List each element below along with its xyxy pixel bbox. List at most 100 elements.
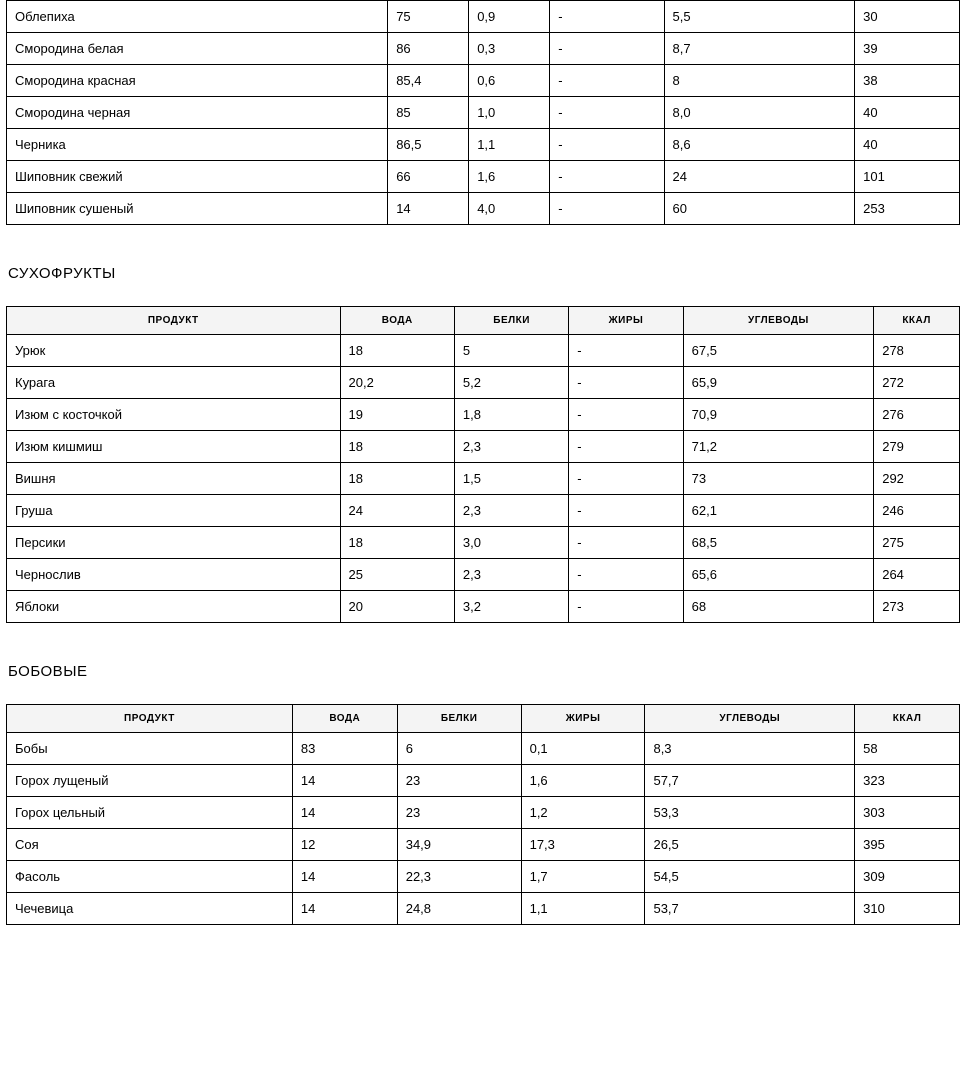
- cell-fat: -: [550, 129, 664, 161]
- table-row: Горох цельный14231,253,3303: [7, 797, 960, 829]
- column-header-water: ВОДА: [292, 705, 397, 733]
- cell-carbs: 73: [683, 463, 874, 495]
- section-title-dried-fruits: СУХОФРУКТЫ: [8, 265, 960, 282]
- column-header-fat: ЖИРЫ: [521, 705, 645, 733]
- column-header-carbs: УГЛЕВОДЫ: [645, 705, 855, 733]
- cell-fat: -: [550, 97, 664, 129]
- cell-carbs: 24: [664, 161, 855, 193]
- cell-carbs: 71,2: [683, 431, 874, 463]
- cell-kcal: 272: [874, 367, 960, 399]
- cell-fat: -: [550, 1, 664, 33]
- cell-protein: 4,0: [469, 193, 550, 225]
- cell-water: 12: [292, 829, 397, 861]
- table-row: Облепиха750,9-5,530: [7, 1, 960, 33]
- nutrition-table-berries-partial: Облепиха750,9-5,530Смородина белая860,3-…: [6, 0, 960, 225]
- cell-water: 14: [292, 797, 397, 829]
- cell-kcal: 40: [855, 129, 960, 161]
- column-header-protein: БЕЛКИ: [397, 705, 521, 733]
- cell-water: 14: [388, 193, 469, 225]
- cell-carbs: 8,3: [645, 733, 855, 765]
- cell-protein: 5: [454, 335, 568, 367]
- cell-kcal: 253: [855, 193, 960, 225]
- table-row: Яблоки203,2-68273: [7, 591, 960, 623]
- cell-protein: 1,8: [454, 399, 568, 431]
- column-header-product: ПРОДУКТ: [7, 307, 341, 335]
- table-row: Чечевица1424,81,153,7310: [7, 893, 960, 925]
- cell-fat: 1,2: [521, 797, 645, 829]
- table-header-row: ПРОДУКТВОДАБЕЛКИЖИРЫУГЛЕВОДЫККАЛ: [7, 705, 960, 733]
- cell-carbs: 65,6: [683, 559, 874, 591]
- cell-kcal: 264: [874, 559, 960, 591]
- cell-water: 14: [292, 893, 397, 925]
- cell-water: 20,2: [340, 367, 454, 399]
- cell-carbs: 67,5: [683, 335, 874, 367]
- cell-kcal: 39: [855, 33, 960, 65]
- cell-product: Облепиха: [7, 1, 388, 33]
- cell-protein: 3,0: [454, 527, 568, 559]
- table-row: Чернослив252,3-65,6264: [7, 559, 960, 591]
- cell-water: 75: [388, 1, 469, 33]
- cell-carbs: 53,7: [645, 893, 855, 925]
- cell-product: Чернослив: [7, 559, 341, 591]
- cell-protein: 0,6: [469, 65, 550, 97]
- cell-product: Шиповник сушеный: [7, 193, 388, 225]
- table-row: Груша242,3-62,1246: [7, 495, 960, 527]
- cell-protein: 2,3: [454, 495, 568, 527]
- cell-carbs: 8,0: [664, 97, 855, 129]
- cell-protein: 2,3: [454, 559, 568, 591]
- cell-kcal: 273: [874, 591, 960, 623]
- cell-fat: -: [569, 431, 683, 463]
- cell-protein: 3,2: [454, 591, 568, 623]
- cell-kcal: 38: [855, 65, 960, 97]
- cell-carbs: 65,9: [683, 367, 874, 399]
- column-header-kcal: ККАЛ: [874, 307, 960, 335]
- cell-water: 18: [340, 463, 454, 495]
- cell-protein: 23: [397, 797, 521, 829]
- cell-kcal: 275: [874, 527, 960, 559]
- cell-fat: -: [569, 367, 683, 399]
- cell-protein: 0,3: [469, 33, 550, 65]
- cell-kcal: 101: [855, 161, 960, 193]
- column-header-carbs: УГЛЕВОДЫ: [683, 307, 874, 335]
- cell-carbs: 62,1: [683, 495, 874, 527]
- cell-product: Смородина черная: [7, 97, 388, 129]
- cell-protein: 5,2: [454, 367, 568, 399]
- table-row: Урюк185-67,5278: [7, 335, 960, 367]
- cell-water: 20: [340, 591, 454, 623]
- column-header-water: ВОДА: [340, 307, 454, 335]
- table-row: Персики183,0-68,5275: [7, 527, 960, 559]
- cell-carbs: 68: [683, 591, 874, 623]
- cell-kcal: 309: [855, 861, 960, 893]
- cell-water: 86: [388, 33, 469, 65]
- cell-water: 66: [388, 161, 469, 193]
- table-row: Изюм с косточкой191,8-70,9276: [7, 399, 960, 431]
- cell-protein: 1,1: [469, 129, 550, 161]
- cell-product: Изюм с косточкой: [7, 399, 341, 431]
- cell-carbs: 53,3: [645, 797, 855, 829]
- cell-fat: -: [550, 65, 664, 97]
- cell-fat: -: [569, 527, 683, 559]
- cell-kcal: 323: [855, 765, 960, 797]
- cell-protein: 6: [397, 733, 521, 765]
- table-row: Смородина белая860,3-8,739: [7, 33, 960, 65]
- cell-product: Соя: [7, 829, 293, 861]
- cell-protein: 34,9: [397, 829, 521, 861]
- table-row: Смородина черная851,0-8,040: [7, 97, 960, 129]
- cell-water: 18: [340, 431, 454, 463]
- cell-water: 18: [340, 335, 454, 367]
- cell-fat: -: [569, 559, 683, 591]
- cell-fat: -: [569, 495, 683, 527]
- cell-water: 14: [292, 861, 397, 893]
- column-header-product: ПРОДУКТ: [7, 705, 293, 733]
- column-header-protein: БЕЛКИ: [454, 307, 568, 335]
- cell-kcal: 303: [855, 797, 960, 829]
- cell-product: Груша: [7, 495, 341, 527]
- table-row: Шиповник сушеный144,0-60253: [7, 193, 960, 225]
- cell-water: 24: [340, 495, 454, 527]
- cell-kcal: 58: [855, 733, 960, 765]
- nutrition-tables-root: Облепиха750,9-5,530Смородина белая860,3-…: [6, 0, 960, 925]
- cell-water: 85,4: [388, 65, 469, 97]
- cell-kcal: 30: [855, 1, 960, 33]
- cell-protein: 1,5: [454, 463, 568, 495]
- cell-fat: 1,6: [521, 765, 645, 797]
